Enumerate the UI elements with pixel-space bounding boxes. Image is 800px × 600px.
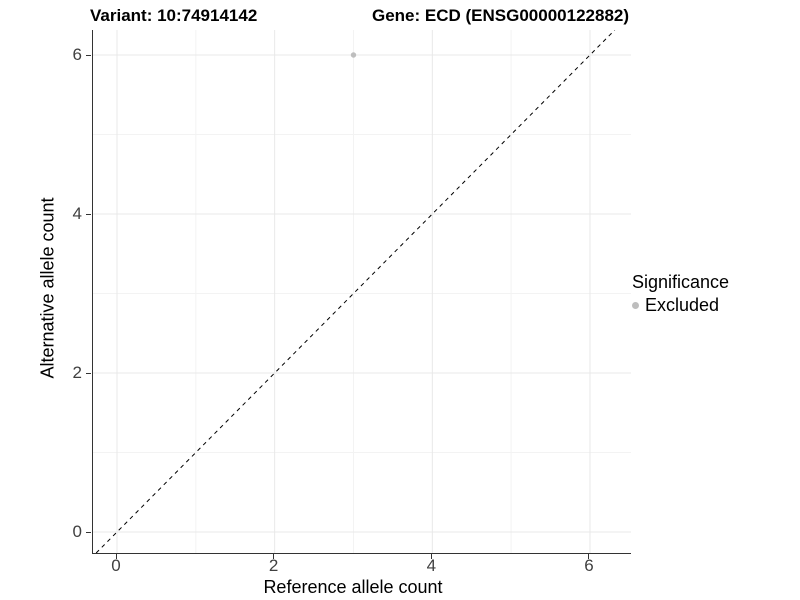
x-tick-mark [115,554,117,559]
legend-title: Significance [632,272,730,292]
x-tick-mark [588,554,590,559]
plot-panel [92,30,631,554]
x-tick-mark [430,554,432,559]
x-axis-title: Reference allele count [263,577,443,597]
x-tick-label: 6 [584,556,594,575]
y-tick-mark [86,531,91,533]
y-tick-mark [86,54,91,56]
legend: Significance Excluded [632,271,729,316]
legend-entry-label: Excluded [645,295,720,315]
y-tick-mark [86,372,91,374]
x-tick-label: 0 [111,556,121,575]
y-tick-label: 2 [72,363,82,382]
legend-entry-excluded: Excluded [632,294,729,316]
legend-point-icon [632,301,639,309]
gene-title: Gene: ECD (ENSG00000122882) [372,6,630,25]
variant-title: Variant: 10:74914142 [90,6,258,25]
plot-area-svg [93,30,631,553]
y-tick-label: 0 [72,522,82,541]
x-tick-label: 4 [426,556,437,575]
y-tick-mark [86,213,91,215]
y-axis-title: Alternative allele count [37,197,58,379]
y-tick-label: 6 [72,45,82,64]
y-tick-label: 4 [72,204,82,223]
x-tick-label: 2 [268,556,279,575]
x-tick-mark [273,554,275,559]
